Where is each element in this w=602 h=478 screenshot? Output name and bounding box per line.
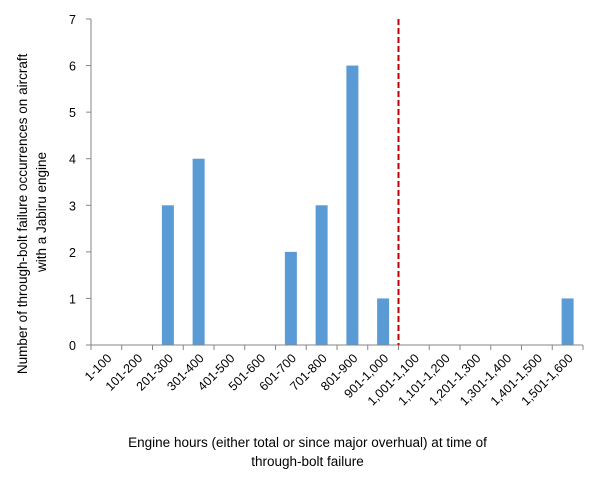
y-tick-label: 5	[69, 106, 76, 120]
y-tick-label: 7	[69, 13, 76, 27]
bars	[161, 65, 574, 346]
y-tick-label: 4	[69, 153, 76, 167]
y-tick-label: 2	[69, 246, 76, 260]
y-tick-label: 3	[69, 199, 76, 213]
y-axis-ticks: 0 1 2 3 4 5 6 7	[69, 13, 91, 353]
y-tick-label: 0	[69, 339, 76, 353]
bar	[161, 205, 174, 345]
y-axis-title: Number of through-bolt failure occurrenc…	[15, 50, 49, 374]
bar	[315, 205, 328, 345]
x-axis-title: Engine hours (either total or since majo…	[128, 435, 487, 469]
bar	[192, 158, 205, 345]
y-tick-label: 1	[69, 292, 76, 306]
bar	[377, 298, 390, 345]
bar	[346, 65, 359, 346]
y-tick-label: 6	[69, 60, 76, 74]
bar	[561, 298, 574, 345]
x-axis-ticks: 1-100101-200201-300301-400401-500501-600…	[82, 345, 584, 408]
bar	[284, 251, 297, 345]
